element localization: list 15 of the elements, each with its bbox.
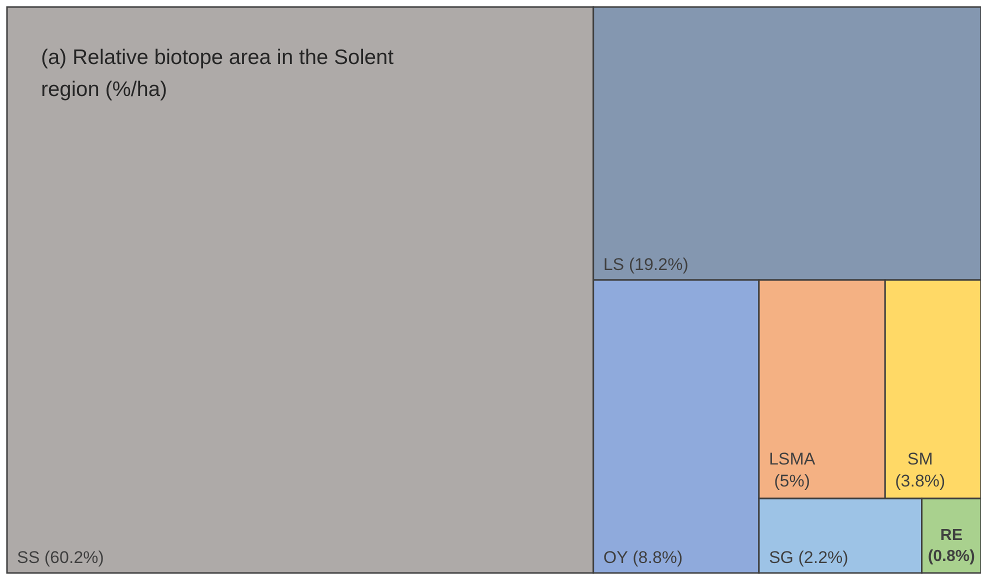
category-label: SG: [768, 548, 794, 567]
data-label: (8.8%): [632, 548, 683, 567]
data-label: (3.8%): [895, 472, 946, 491]
data-label: (5%): [774, 472, 810, 491]
category-label: OY: [603, 548, 628, 567]
data-label: (2.2%): [798, 548, 848, 567]
data-label: (19.2%): [628, 255, 688, 274]
category-label: SS: [17, 548, 40, 567]
data-label: (60.2%): [44, 548, 104, 567]
text: (a) Relative biotope area in the Solent region (%/ha): [41, 46, 394, 101]
category-label: SM: [907, 449, 933, 468]
category-label: LS: [603, 255, 624, 274]
category-label: LSMA: [768, 449, 816, 468]
category-label: RE: [940, 527, 963, 544]
data-label: (0.8%): [928, 548, 975, 565]
